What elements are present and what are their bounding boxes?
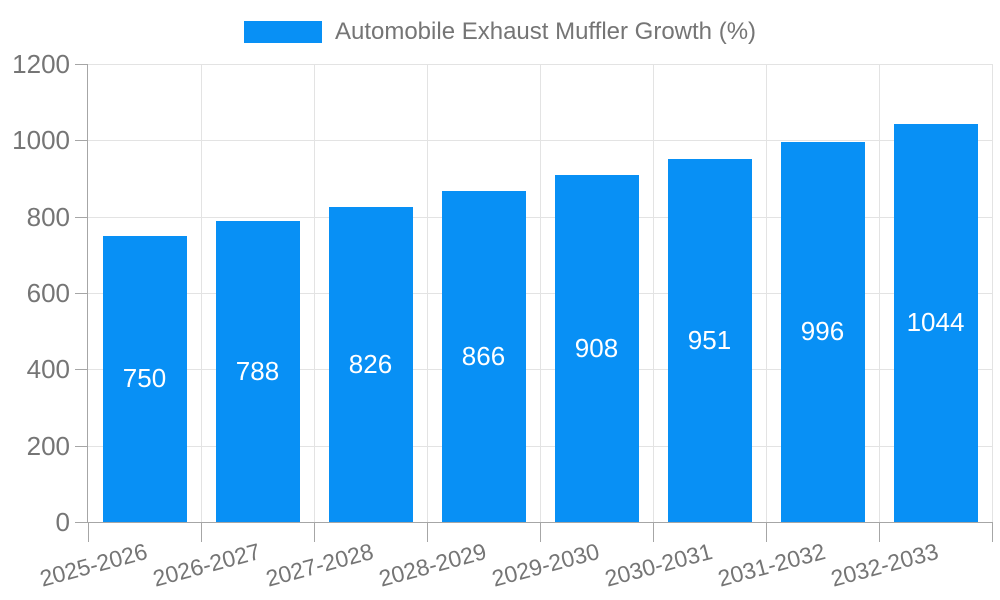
legend-title: Automobile Exhaust Muffler Growth (%) <box>334 18 757 45</box>
bar: 1044 <box>893 123 978 522</box>
bar: 951 <box>667 159 752 522</box>
x-axis-tick-label: 2026-2027 <box>149 537 263 592</box>
x-tick-mark <box>201 522 202 542</box>
x-gridline <box>201 64 202 522</box>
x-axis-tick-label: 2028-2029 <box>375 537 489 592</box>
x-gridline <box>653 64 654 522</box>
x-tick-mark <box>314 522 315 542</box>
x-tick-mark <box>653 522 654 542</box>
bar-value-label: 866 <box>461 341 506 372</box>
x-tick-mark <box>879 522 880 542</box>
y-tick-mark <box>75 216 88 218</box>
y-tick-mark <box>75 293 88 294</box>
x-axis-line <box>87 522 993 523</box>
x-gridline <box>427 64 428 522</box>
y-axis-tick-label: 1000 <box>12 125 70 156</box>
y-tick-mark <box>75 369 88 371</box>
x-axis-tick-label: 2025-2026 <box>36 537 150 592</box>
x-gridline <box>992 64 993 522</box>
x-axis-tick-label: 2029-2030 <box>488 537 602 592</box>
x-axis-tick-label: 2030-2031 <box>601 537 715 592</box>
x-gridline <box>879 64 880 522</box>
bar-value-label: 750 <box>122 363 167 394</box>
bar: 866 <box>441 191 526 522</box>
x-gridline <box>540 64 541 522</box>
x-gridline <box>314 64 315 522</box>
x-tick-mark <box>427 522 428 542</box>
bar: 908 <box>554 175 639 522</box>
y-tick-mark <box>75 140 88 142</box>
y-tick-mark <box>75 445 88 447</box>
y-tick-mark <box>75 64 88 65</box>
legend-swatch-icon <box>243 21 322 43</box>
bar: 788 <box>215 221 300 522</box>
x-tick-mark <box>540 522 541 542</box>
x-axis-tick-label: 2032-2033 <box>827 537 941 592</box>
x-tick-mark <box>88 522 89 542</box>
y-tick-mark <box>75 522 88 523</box>
y-axis-tick-label: 400 <box>26 354 70 385</box>
x-axis-tick-label: 2031-2032 <box>714 537 828 592</box>
y-axis-tick-label: 600 <box>26 278 70 308</box>
legend[interactable]: Automobile Exhaust Muffler Growth (%) <box>0 18 1000 46</box>
bar-value-label: 908 <box>574 333 619 364</box>
y-axis-tick-label: 0 <box>55 507 70 537</box>
y-axis-tick-label: 800 <box>26 201 70 232</box>
y-axis-line <box>87 64 88 523</box>
bar-value-label: 788 <box>235 356 280 387</box>
bar: 996 <box>780 141 865 522</box>
y-axis-tick-label: 200 <box>26 430 70 461</box>
bar-value-label: 1044 <box>906 307 965 338</box>
bar-value-label: 951 <box>687 325 732 355</box>
bar: 750 <box>102 235 187 522</box>
bar-value-label: 996 <box>800 316 845 347</box>
bar: 826 <box>328 206 413 522</box>
x-tick-mark <box>992 522 993 542</box>
x-gridline <box>766 64 767 522</box>
y-axis-tick-label: 1200 <box>12 49 70 79</box>
bar-value-label: 826 <box>348 348 393 379</box>
x-tick-mark <box>766 522 767 542</box>
x-axis-tick-label: 2027-2028 <box>262 537 376 592</box>
